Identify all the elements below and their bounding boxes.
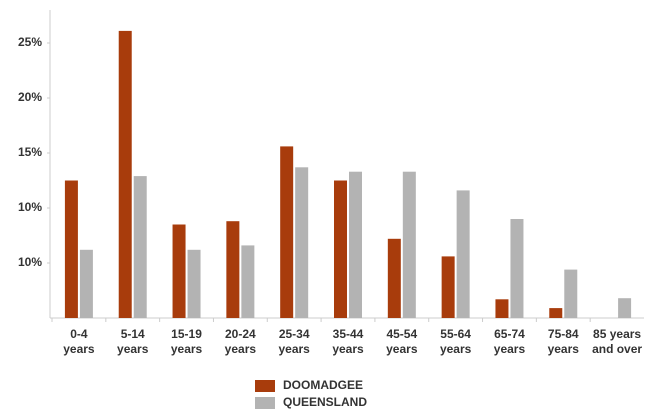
bar: [118, 30, 132, 319]
y-tick-label: 10%: [18, 200, 42, 214]
bar: [295, 167, 309, 318]
legend-swatch: [255, 380, 275, 392]
legend-label: QUEENSLAND: [283, 395, 367, 409]
x-tick-label: 65-74 years: [493, 327, 526, 356]
legend-label: DOOMADGEE: [283, 378, 363, 392]
y-tick-label: 15%: [18, 145, 42, 159]
x-tick-label: 15-19 years: [170, 327, 203, 356]
legend-swatch: [255, 397, 275, 409]
bar: [334, 180, 347, 318]
bar: [441, 256, 455, 318]
x-tick-label: 55-64 years: [439, 327, 472, 356]
x-tick-label: 20-24 years: [224, 327, 257, 356]
bar: [549, 308, 563, 318]
bar: [495, 299, 509, 318]
bar: [172, 224, 186, 318]
y-tick-label: 25%: [18, 35, 42, 49]
bar: [241, 245, 255, 318]
x-tick-label: 45-54 years: [386, 327, 418, 356]
x-tick-label: 25-34 years: [278, 327, 310, 356]
bar: [226, 221, 240, 318]
bar: [618, 298, 632, 318]
x-tick-label: 35-44 years: [332, 327, 364, 356]
bar: [402, 171, 416, 318]
bar: [64, 180, 78, 318]
bar: [510, 219, 524, 318]
y-tick-label: 10%: [18, 255, 42, 269]
bar: [187, 249, 201, 318]
x-tick-label: 85 years and over: [592, 327, 643, 356]
bar: [387, 238, 401, 318]
bar: [456, 190, 470, 318]
bar: [133, 176, 147, 318]
bar: [280, 146, 294, 318]
x-tick-label: 75-84 years: [547, 327, 579, 356]
x-tick-label: 5-14 years: [117, 327, 149, 356]
bar: [349, 171, 362, 318]
x-tick-label: 0-4 years: [63, 327, 95, 356]
y-tick-label: 20%: [18, 90, 42, 104]
bar: [564, 269, 578, 318]
bar: [79, 249, 93, 318]
